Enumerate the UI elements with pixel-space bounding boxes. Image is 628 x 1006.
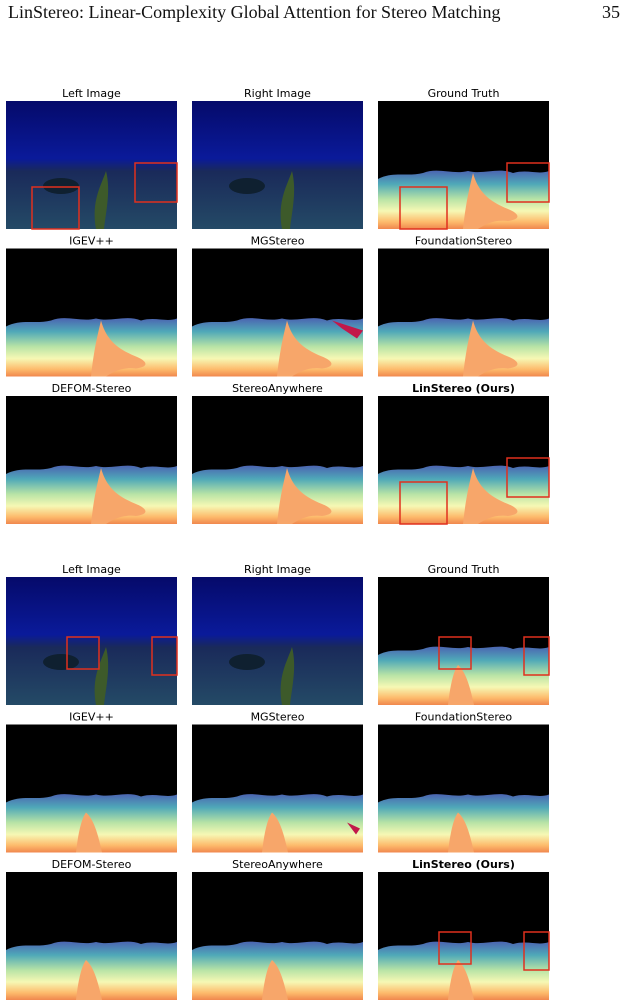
panel-label: MGStereo xyxy=(251,711,305,724)
disparity-map xyxy=(6,465,177,524)
panel-image xyxy=(192,248,363,377)
plant xyxy=(280,647,295,705)
rock xyxy=(43,654,79,670)
rock xyxy=(229,178,265,194)
foreground xyxy=(463,173,518,229)
highlight-box xyxy=(31,186,80,230)
foreground xyxy=(91,320,146,377)
highlight-box xyxy=(66,636,100,670)
panel-image xyxy=(378,396,550,525)
plant xyxy=(94,647,109,705)
plant xyxy=(280,171,295,229)
panel-label: StereoAnywhere xyxy=(232,382,323,395)
panel-label: Left Image xyxy=(62,87,121,100)
panel-image xyxy=(192,396,363,524)
panel-image xyxy=(6,724,177,853)
panel-label: StereoAnywhere xyxy=(232,858,323,871)
disparity-map xyxy=(378,170,549,229)
foreground xyxy=(463,320,518,377)
panel-image xyxy=(378,248,549,377)
highlight-box xyxy=(134,162,178,203)
panel-image xyxy=(192,101,363,229)
panel-label: IGEV++ xyxy=(69,711,114,724)
panel-image xyxy=(6,577,178,705)
foreground xyxy=(463,468,518,524)
panel-image xyxy=(6,101,178,230)
disparity-map xyxy=(192,465,363,524)
panel-label: DEFOM-Stereo xyxy=(52,382,132,395)
rgb-image xyxy=(192,101,363,229)
panel-image xyxy=(378,872,550,1000)
foreground xyxy=(448,665,474,705)
foreground xyxy=(277,320,332,377)
panel-image xyxy=(378,101,550,230)
disparity-map xyxy=(378,465,549,524)
panel-label: FoundationStereo xyxy=(415,711,513,724)
highlight-box xyxy=(506,457,550,498)
disparity-map xyxy=(6,318,177,377)
highlight-box xyxy=(438,636,472,670)
foreground xyxy=(262,960,288,1000)
panel-label: Ground Truth xyxy=(428,87,500,100)
panel-image xyxy=(6,396,177,524)
panel-label: IGEV++ xyxy=(69,235,114,248)
panel-image xyxy=(192,872,363,1000)
panel-image xyxy=(192,577,363,705)
panel-image xyxy=(192,724,363,853)
panel-label: Ground Truth xyxy=(428,563,500,576)
foreground xyxy=(448,812,474,853)
page-number: 35 xyxy=(602,2,620,22)
highlight-box xyxy=(399,186,448,230)
highlight-box xyxy=(438,931,472,965)
rock xyxy=(43,178,79,194)
plant xyxy=(94,171,109,229)
foreground xyxy=(448,960,474,1000)
panel-label: DEFOM-Stereo xyxy=(52,858,132,871)
rgb-image xyxy=(192,577,363,705)
foreground xyxy=(91,468,146,524)
rgb-image xyxy=(6,101,177,229)
disparity-map xyxy=(378,318,549,377)
rgb-image xyxy=(6,577,177,705)
foreground xyxy=(262,812,288,853)
panel-label: MGStereo xyxy=(251,235,305,248)
highlight-box xyxy=(523,636,550,676)
foreground xyxy=(76,960,102,1000)
running-title: LinStereo: Linear-Complexity Global Atte… xyxy=(8,2,501,22)
artifact xyxy=(347,822,360,835)
panel-image xyxy=(378,577,550,705)
panel-image xyxy=(6,872,177,1000)
panel-label: FoundationStereo xyxy=(415,235,513,248)
panel-label: LinStereo (Ours) xyxy=(412,858,515,871)
panel-image xyxy=(6,248,177,377)
panel-label: LinStereo (Ours) xyxy=(412,382,515,395)
rock xyxy=(229,654,265,670)
panel-image xyxy=(378,724,549,853)
artifact xyxy=(332,320,363,339)
panel-label: Right Image xyxy=(244,87,311,100)
panel-label: Left Image xyxy=(62,563,121,576)
disparity-map xyxy=(192,318,363,377)
highlight-box xyxy=(399,481,448,525)
foreground xyxy=(76,812,102,853)
highlight-box xyxy=(506,162,550,203)
panel-label: Right Image xyxy=(244,563,311,576)
highlight-box xyxy=(151,636,178,676)
highlight-box xyxy=(523,931,550,971)
foreground xyxy=(277,468,332,524)
